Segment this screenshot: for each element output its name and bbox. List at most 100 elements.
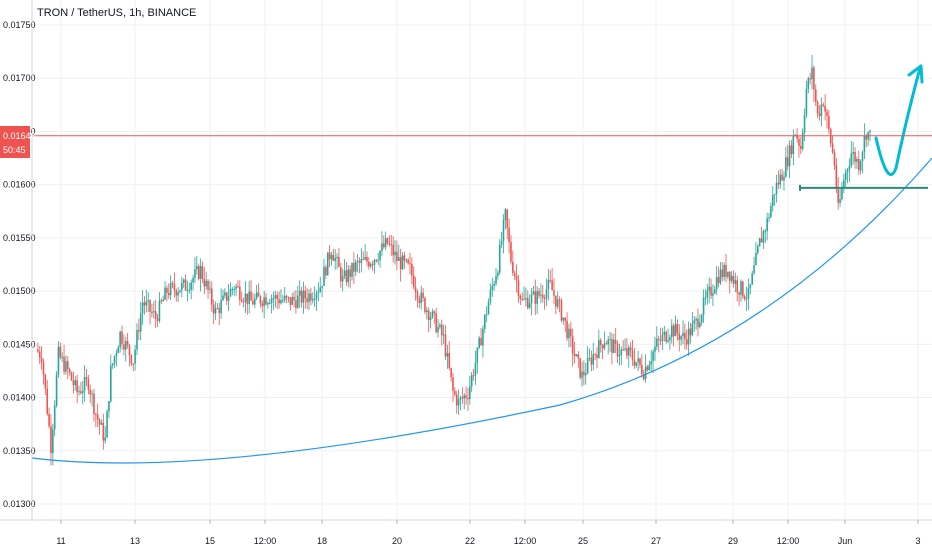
candle-body	[121, 331, 123, 345]
candle-body	[482, 328, 484, 346]
candle-body	[674, 324, 677, 337]
candle-body	[420, 292, 423, 303]
candle-body	[474, 362, 477, 376]
candle-body	[814, 89, 817, 102]
candle-body	[790, 145, 793, 155]
candle-body	[547, 279, 550, 290]
candle-body	[332, 255, 335, 261]
candle-body	[149, 300, 151, 312]
candle-body	[865, 135, 868, 140]
candle-body	[239, 286, 241, 300]
candle-body	[143, 302, 146, 306]
candle-body	[53, 405, 56, 430]
candle-body	[717, 277, 720, 284]
candle-body	[467, 397, 469, 400]
candle-body	[446, 352, 449, 357]
candle-body	[336, 256, 338, 259]
candle-body	[111, 363, 114, 366]
candle-body	[644, 366, 647, 380]
candle-body	[96, 414, 99, 420]
candle-body	[65, 361, 67, 372]
candle-body	[536, 290, 538, 304]
y-tick-label: 0.01300	[3, 499, 36, 509]
candle-body	[713, 289, 716, 294]
y-tick-label: 0.01400	[3, 393, 36, 403]
candle-body	[145, 301, 148, 306]
x-tick-label: 3	[915, 536, 920, 546]
candle-body	[334, 258, 336, 261]
candle-body	[89, 389, 92, 395]
candle-body	[461, 397, 464, 399]
candle-body	[454, 390, 456, 395]
candle-body	[63, 356, 65, 372]
candle-body	[184, 279, 187, 291]
x-tick-label: Jun	[838, 536, 853, 546]
candle-body	[768, 217, 770, 219]
candle-body	[568, 328, 570, 339]
candle-body	[740, 281, 742, 295]
candle-body	[513, 273, 516, 276]
candle-body	[371, 264, 374, 266]
candle-body	[267, 303, 269, 305]
projection-arrow	[874, 66, 922, 176]
candle-body	[353, 262, 355, 272]
candle-body	[147, 300, 149, 302]
candle-body	[285, 295, 288, 298]
chart-title: TRON / TetherUS, 1h, BINANCE	[37, 7, 197, 19]
candle-body	[368, 261, 370, 267]
candle-body	[104, 437, 106, 441]
candle-body	[747, 288, 750, 299]
candle-body	[704, 297, 707, 299]
candle-body	[642, 374, 645, 380]
candle-body	[293, 296, 295, 301]
candle-body	[282, 300, 284, 302]
candle-body	[265, 297, 267, 305]
candle-body	[132, 363, 135, 365]
candle-body	[661, 334, 664, 341]
candle-body	[343, 270, 346, 277]
drawings	[31, 64, 932, 464]
candle-body	[276, 295, 279, 300]
candle-body	[699, 322, 701, 328]
candle-body	[803, 114, 806, 133]
candle-body	[429, 317, 432, 321]
candle-body	[607, 339, 610, 345]
candle-body	[345, 270, 348, 283]
candle-body	[859, 161, 862, 171]
candle-body	[358, 261, 361, 263]
candle-body	[573, 353, 576, 357]
candle-body	[274, 295, 277, 299]
x-tick-label: 25	[578, 536, 588, 546]
candle-body	[562, 317, 565, 321]
candle-body	[61, 356, 63, 358]
candle-body	[134, 349, 136, 364]
candle-body	[590, 357, 593, 365]
candle-body	[76, 380, 78, 393]
candle-body	[684, 332, 686, 340]
candle-body	[530, 294, 533, 304]
candle-body	[95, 413, 97, 415]
candle-body	[240, 299, 243, 302]
candle-body	[734, 280, 737, 284]
candle-body	[440, 324, 443, 336]
candle-body	[766, 218, 768, 232]
candle-body	[605, 343, 608, 345]
candle-body	[850, 153, 853, 166]
candle-body	[304, 290, 307, 299]
candle-body	[551, 280, 553, 291]
candle-body	[296, 295, 299, 308]
candle-body	[59, 346, 62, 358]
candle-body	[656, 338, 658, 347]
candle-body	[725, 264, 727, 277]
y-tick-label: 0.01350	[3, 446, 36, 456]
candle-body	[141, 302, 144, 314]
candle-body	[321, 285, 323, 288]
candle-body	[330, 255, 333, 260]
candle-body	[108, 401, 110, 412]
candle-body	[594, 354, 596, 356]
candle-body	[498, 244, 501, 273]
candle-body	[308, 293, 310, 303]
candle-body	[491, 286, 494, 290]
